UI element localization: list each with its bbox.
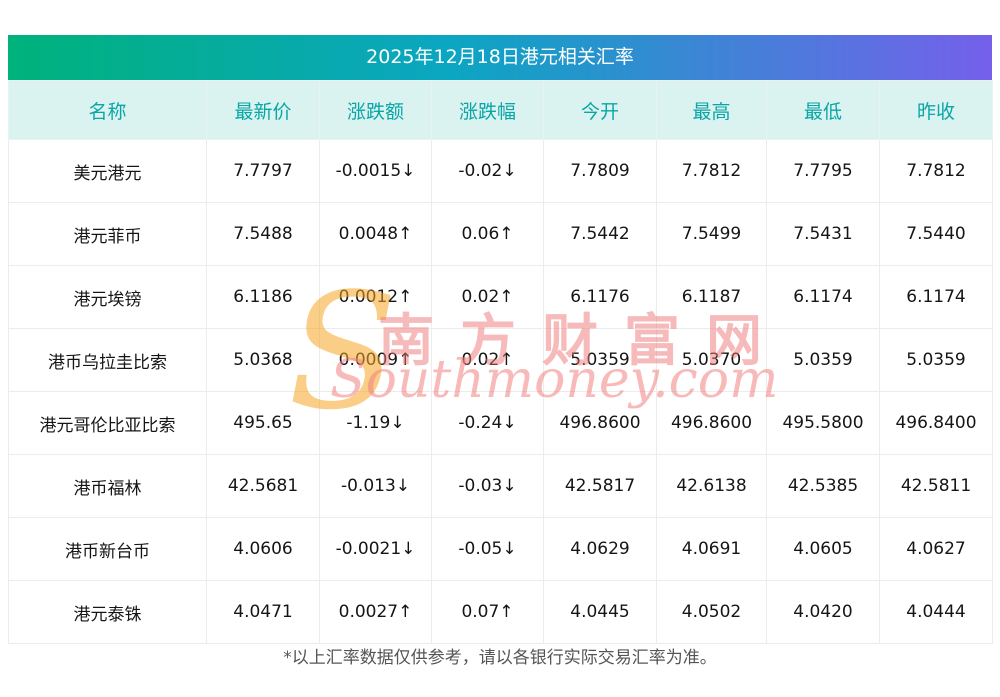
change-amount: -0.0021↓ [319,517,432,581]
open-price: 42.5817 [543,454,657,518]
change-amount: 0.0009↑ [319,328,432,392]
column-header-prev: 昨收 [879,80,993,140]
table-row: 港元埃镑 6.1186 0.0012↑ 0.02↑ 6.1176 6.1187 … [8,265,993,329]
high-price: 7.7812 [656,139,767,203]
table-row: 港元哥伦比亚比索 495.65 -1.19↓ -0.24↓ 496.8600 4… [8,391,993,455]
open-price: 6.1176 [543,265,657,329]
change-pct: 0.02↑ [431,265,544,329]
last-price: 5.0368 [206,328,320,392]
pair-name: 港币新台币 [8,517,207,581]
last-price: 495.65 [206,391,320,455]
change-amount: 0.0012↑ [319,265,432,329]
change-pct: -0.24↓ [431,391,544,455]
high-price: 6.1187 [656,265,767,329]
table-row: 港币乌拉圭比索 5.0368 0.0009↑ 0.02↑ 5.0359 5.03… [8,328,993,392]
low-price: 4.0420 [766,580,880,644]
column-header-change: 涨跌额 [319,80,432,140]
change-amount: -1.19↓ [319,391,432,455]
rates-table: 名称 最新价 涨跌额 涨跌幅 今开 最高 最低 昨收 美元港元 7.7797 -… [8,80,993,644]
column-header-high: 最高 [656,80,767,140]
low-price: 7.5431 [766,202,880,266]
open-price: 7.5442 [543,202,657,266]
high-price: 4.0691 [656,517,767,581]
prev-close: 42.5811 [879,454,993,518]
prev-close: 496.8400 [879,391,993,455]
pair-name: 港元哥伦比亚比索 [8,391,207,455]
open-price: 4.0445 [543,580,657,644]
prev-close: 4.0444 [879,580,993,644]
last-price: 42.5681 [206,454,320,518]
change-pct: -0.05↓ [431,517,544,581]
low-price: 7.7795 [766,139,880,203]
last-price: 6.1186 [206,265,320,329]
open-price: 496.8600 [543,391,657,455]
last-price: 4.0471 [206,580,320,644]
prev-close: 5.0359 [879,328,993,392]
open-price: 5.0359 [543,328,657,392]
change-amount: 0.0048↑ [319,202,432,266]
prev-close: 7.5440 [879,202,993,266]
low-price: 495.5800 [766,391,880,455]
pair-name: 美元港元 [8,139,207,203]
change-amount: -0.013↓ [319,454,432,518]
table-row: 港元菲币 7.5488 0.0048↑ 0.06↑ 7.5442 7.5499 … [8,202,993,266]
change-amount: 0.0027↑ [319,580,432,644]
prev-close: 4.0627 [879,517,993,581]
open-price: 4.0629 [543,517,657,581]
high-price: 42.6138 [656,454,767,518]
change-amount: -0.0015↓ [319,139,432,203]
open-price: 7.7809 [543,139,657,203]
low-price: 4.0605 [766,517,880,581]
table-header-row: 名称 最新价 涨跌额 涨跌幅 今开 最高 最低 昨收 [8,80,993,140]
high-price: 4.0502 [656,580,767,644]
high-price: 496.8600 [656,391,767,455]
change-pct: 0.07↑ [431,580,544,644]
prev-close: 6.1174 [879,265,993,329]
high-price: 5.0370 [656,328,767,392]
table-row: 港币新台币 4.0606 -0.0021↓ -0.05↓ 4.0629 4.06… [8,517,993,581]
low-price: 42.5385 [766,454,880,518]
pair-name: 港币乌拉圭比索 [8,328,207,392]
change-pct: -0.02↓ [431,139,544,203]
table-row: 港元泰铢 4.0471 0.0027↑ 0.07↑ 4.0445 4.0502 … [8,580,993,644]
pair-name: 港币福林 [8,454,207,518]
pair-name: 港元埃镑 [8,265,207,329]
table-row: 美元港元 7.7797 -0.0015↓ -0.02↓ 7.7809 7.781… [8,139,993,203]
pair-name: 港元菲币 [8,202,207,266]
column-header-pct: 涨跌幅 [431,80,544,140]
change-pct: -0.03↓ [431,454,544,518]
column-header-name: 名称 [8,80,207,140]
disclaimer-note: *以上汇率数据仅供参考，请以各银行实际交易汇率为准。 [283,648,717,668]
low-price: 6.1174 [766,265,880,329]
pair-name: 港元泰铢 [8,580,207,644]
change-pct: 0.02↑ [431,328,544,392]
table-row: 港币福林 42.5681 -0.013↓ -0.03↓ 42.5817 42.6… [8,454,993,518]
last-price: 4.0606 [206,517,320,581]
last-price: 7.5488 [206,202,320,266]
column-header-low: 最低 [766,80,880,140]
page-title: 2025年12月18日港元相关汇率 [8,35,992,80]
high-price: 7.5499 [656,202,767,266]
low-price: 5.0359 [766,328,880,392]
column-header-last: 最新价 [206,80,320,140]
change-pct: 0.06↑ [431,202,544,266]
column-header-open: 今开 [543,80,657,140]
last-price: 7.7797 [206,139,320,203]
prev-close: 7.7812 [879,139,993,203]
